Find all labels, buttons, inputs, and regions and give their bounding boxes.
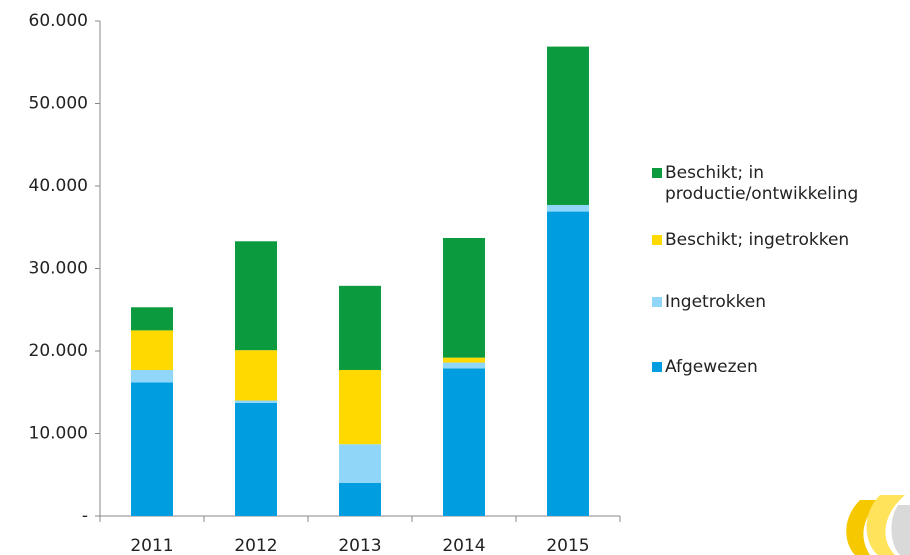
bar-segment bbox=[443, 362, 485, 369]
bar-segment bbox=[547, 46, 589, 205]
y-tick-label: 20.000 bbox=[29, 341, 88, 361]
bar-segment bbox=[131, 330, 173, 370]
legend-item: Beschikt; in productie/ontwikkeling bbox=[652, 163, 905, 205]
y-tick-label: 50.000 bbox=[29, 94, 88, 114]
bar-segment bbox=[235, 350, 277, 401]
bar-segment bbox=[339, 285, 381, 370]
legend-label: Afgewezen bbox=[665, 357, 758, 377]
bar-segment bbox=[547, 204, 589, 212]
bar-segment bbox=[339, 444, 381, 483]
y-tick-label: 60.000 bbox=[29, 11, 88, 31]
legend-swatch bbox=[652, 297, 662, 307]
bar-segment bbox=[235, 400, 277, 403]
logo bbox=[846, 495, 910, 555]
bar-segment bbox=[131, 307, 173, 331]
y-tick-label: 30.000 bbox=[29, 259, 88, 279]
y-tick-label: - bbox=[82, 506, 88, 526]
legend-swatch bbox=[652, 235, 662, 245]
bar-segment bbox=[443, 237, 485, 358]
legend-item: Beschikt; ingetrokken bbox=[652, 230, 905, 251]
bar-segment bbox=[131, 369, 173, 383]
x-tick-label: 2013 bbox=[338, 536, 381, 555]
x-tick-label: 2014 bbox=[442, 536, 485, 555]
bar-segment bbox=[547, 211, 589, 516]
legend-label: Beschikt; in productie/ontwikkeling bbox=[665, 163, 859, 204]
legend-label: Beschikt; ingetrokken bbox=[665, 230, 850, 250]
x-tick-label: 2015 bbox=[546, 536, 589, 555]
legend-swatch bbox=[652, 168, 662, 178]
x-tick-label: 2011 bbox=[130, 536, 173, 555]
bar-segment bbox=[443, 357, 485, 363]
y-tick-label: 10.000 bbox=[29, 424, 88, 444]
legend-item: Ingetrokken bbox=[652, 292, 905, 313]
legend-label: Ingetrokken bbox=[665, 292, 767, 312]
legend-item: Afgewezen bbox=[652, 357, 905, 378]
y-tick-label: 40.000 bbox=[29, 176, 88, 196]
bar-segment bbox=[235, 402, 277, 516]
bar-segment bbox=[131, 382, 173, 516]
bar-segment bbox=[443, 368, 485, 516]
bar-segment bbox=[339, 369, 381, 445]
bar-segment bbox=[339, 483, 381, 516]
x-tick-label: 2012 bbox=[234, 536, 277, 555]
bar-segment bbox=[235, 241, 277, 351]
legend-swatch bbox=[652, 362, 662, 372]
